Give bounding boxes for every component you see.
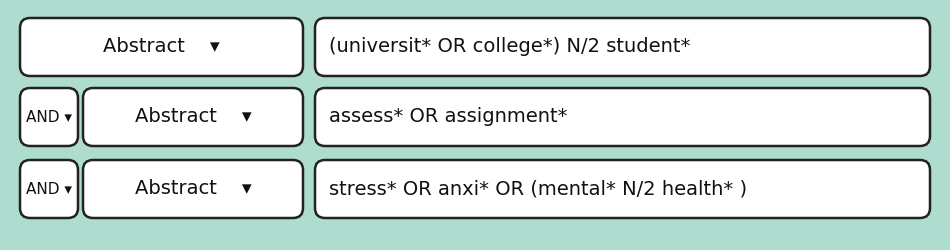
FancyBboxPatch shape xyxy=(315,160,930,218)
Text: Abstract    ▾: Abstract ▾ xyxy=(104,38,219,56)
FancyBboxPatch shape xyxy=(83,160,303,218)
Text: Abstract    ▾: Abstract ▾ xyxy=(135,108,252,126)
FancyBboxPatch shape xyxy=(20,18,303,76)
Text: stress* OR anxi* OR (mental* N/2 health* ): stress* OR anxi* OR (mental* N/2 health*… xyxy=(329,180,747,199)
Text: Abstract    ▾: Abstract ▾ xyxy=(135,180,252,199)
FancyBboxPatch shape xyxy=(315,18,930,76)
Text: assess* OR assignment*: assess* OR assignment* xyxy=(329,108,567,126)
FancyBboxPatch shape xyxy=(83,88,303,146)
FancyBboxPatch shape xyxy=(315,88,930,146)
Text: AND ▾: AND ▾ xyxy=(26,182,72,196)
Text: AND ▾: AND ▾ xyxy=(26,110,72,124)
Text: (universit* OR college*) N/2 student*: (universit* OR college*) N/2 student* xyxy=(329,38,691,56)
FancyBboxPatch shape xyxy=(20,160,78,218)
FancyBboxPatch shape xyxy=(20,88,78,146)
